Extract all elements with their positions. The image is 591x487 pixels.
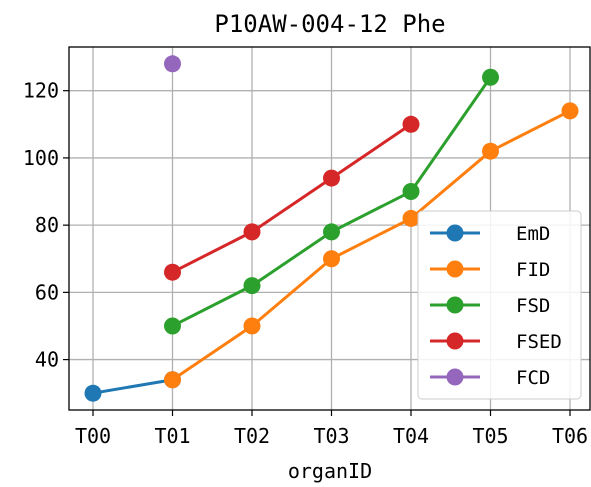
data-point-fsed: [323, 169, 340, 187]
x-axis-label: organID: [288, 459, 372, 483]
x-tick-label: T02: [234, 424, 270, 448]
data-point-fsd: [243, 277, 261, 295]
data-point-fid: [482, 142, 499, 160]
y-axis-ticks: 40 60 80 100 120: [23, 79, 69, 372]
legend-marker-fcd: [446, 368, 464, 386]
plot-frame: [68, 46, 591, 411]
x-axis-ticks: T00 T01 T02 T03 T04 T05 T06: [75, 410, 588, 448]
series-line-fsed: [171, 123, 412, 274]
x-tick-label: T05: [472, 424, 508, 448]
data-point-fsd: [164, 317, 181, 335]
data-point-fsd: [482, 68, 499, 86]
legend-box: [417, 210, 582, 400]
data-point-fid: [164, 371, 181, 389]
x-tick-label: T03: [313, 424, 349, 448]
legend-marker-fsd: [446, 296, 464, 314]
legend-label-fsed: FSED: [516, 331, 562, 353]
series-line-emd: [92, 378, 173, 395]
x-tick-label: T01: [154, 424, 190, 448]
x-tick-label: T06: [552, 424, 588, 448]
y-tick-label: 60: [35, 280, 59, 304]
series-points: [84, 55, 579, 402]
legend-label-fsd: FSD: [516, 295, 550, 317]
legend-marker-emd: [446, 224, 464, 242]
legend-label-emd: EmD: [516, 223, 550, 245]
legend: EmD FID FSD FSED FCD: [417, 210, 582, 400]
legend-marker-fid: [446, 260, 464, 278]
chart-title: P10AW-004-12 Phe: [214, 10, 445, 38]
data-point-emd: [84, 384, 102, 402]
series-line-fid: [171, 109, 571, 381]
data-point-fsed: [402, 115, 420, 133]
data-point-fsed: [243, 223, 261, 241]
data-point-fid: [402, 209, 420, 227]
data-point-fid: [561, 102, 579, 120]
legend-marker-fsed: [446, 332, 464, 350]
x-tick-label: T04: [393, 424, 429, 448]
data-point-fid: [323, 250, 340, 268]
data-point-fid: [243, 317, 261, 335]
y-tick-label: 120: [23, 79, 59, 103]
data-point-fsd: [323, 223, 340, 241]
y-tick-label: 40: [35, 348, 59, 372]
data-point-fcd: [164, 55, 181, 73]
data-point-fsd: [402, 183, 420, 201]
legend-label-fcd: FCD: [516, 367, 550, 389]
data-point-fsed: [164, 263, 181, 281]
y-tick-label: 80: [35, 213, 59, 237]
legend-label-fid: FID: [516, 259, 550, 281]
x-tick-label: T00: [75, 424, 111, 448]
y-tick-label: 100: [23, 146, 59, 170]
